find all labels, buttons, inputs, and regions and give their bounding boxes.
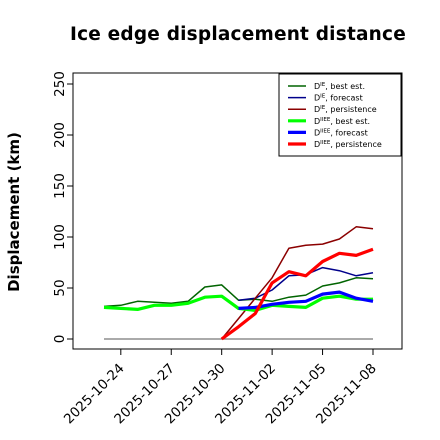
y-tick-label: 150 bbox=[52, 173, 68, 199]
y-tick-label: 50 bbox=[52, 279, 68, 296]
y-tick-label: 200 bbox=[52, 122, 68, 148]
y-tick-label: 250 bbox=[52, 71, 68, 97]
legend-label: DIE, persistence bbox=[314, 105, 377, 114]
y-tick-label: 0 bbox=[52, 335, 68, 344]
legend-label: DIE, best est. bbox=[314, 82, 365, 91]
legend-box bbox=[278, 73, 402, 157]
series-line-6 bbox=[220, 247, 374, 341]
x-axis: 2025-10-242025-10-272025-10-302025-11-02… bbox=[61, 349, 380, 427]
y-axis-title: Displacement (km) bbox=[5, 132, 23, 292]
legend-label: DIE, forecast bbox=[314, 94, 363, 103]
series-layer bbox=[103, 226, 374, 341]
y-axis: 0 50 100 150 200 250 bbox=[52, 71, 73, 343]
plot-frame bbox=[72, 72, 403, 350]
chart-title: Ice edge displacement distance bbox=[70, 24, 406, 45]
legend-label: DIIEE, best est. bbox=[314, 117, 370, 126]
legend-label: DIIEE, forecast bbox=[314, 128, 368, 137]
legend: DIE, best est. DIE, forecast DIE, persiste… bbox=[278, 73, 402, 157]
legend-label: DIIEE, persistence bbox=[314, 140, 382, 149]
y-tick-label: 100 bbox=[52, 224, 68, 250]
